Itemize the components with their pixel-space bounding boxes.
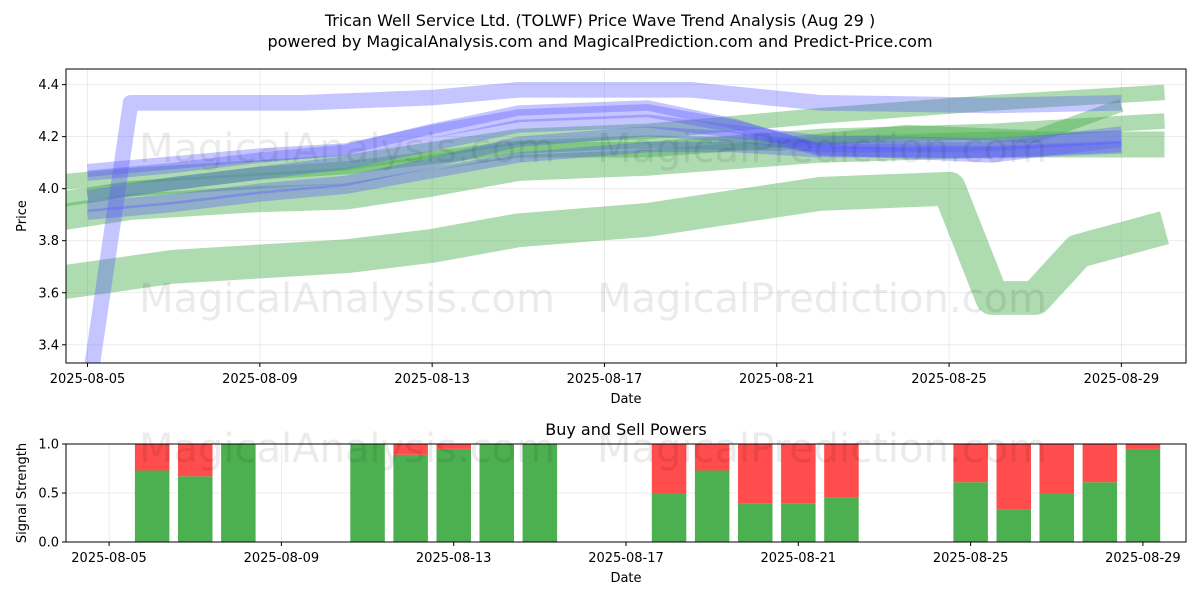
price-ytick-label-1: 3.6 xyxy=(38,286,59,301)
signal-ytick-label-0: 0.0 xyxy=(38,536,59,551)
signal-panel: Buy and Sell Powers MagicalAnalysis.com … xyxy=(15,420,1187,586)
sell-bar-15 xyxy=(1039,444,1074,493)
chart-title: Trican Well Service Ltd. (TOLWF) Price W… xyxy=(324,11,875,30)
buy-bar-6 xyxy=(479,444,514,542)
signal-xtick-label-0: 2025-08-05 xyxy=(71,551,147,566)
buy-bar-11 xyxy=(781,503,816,542)
sell-bar-0 xyxy=(134,444,170,471)
sell-bar-5 xyxy=(436,444,471,449)
green-wave-band-0 xyxy=(66,171,1169,315)
watermark-prediction-top: MagicalPrediction.com xyxy=(597,126,1047,172)
buy-bar-7 xyxy=(522,444,558,542)
buy-bar-2 xyxy=(221,444,256,542)
buy-bar-10 xyxy=(738,503,773,542)
signal-ylabel: Signal Strength xyxy=(15,443,30,543)
price-xtick-label-1: 2025-08-09 xyxy=(222,372,298,387)
buy-bar-5 xyxy=(436,448,471,542)
buy-bar-16 xyxy=(1082,482,1118,542)
price-grid xyxy=(66,69,1186,363)
price-xtick-label-0: 2025-08-05 xyxy=(50,372,126,387)
price-xtick-label-4: 2025-08-21 xyxy=(739,372,815,387)
signal-xlabel: Date xyxy=(610,571,641,586)
chart-subtitle: powered by MagicalAnalysis.com and Magic… xyxy=(267,32,932,51)
buy-bar-9 xyxy=(694,470,730,542)
buy-bar-3 xyxy=(350,444,385,542)
signal-xtick-label-6: 2025-08-29 xyxy=(1105,551,1181,566)
sell-bar-13 xyxy=(953,444,988,483)
blue-wave-band-4 xyxy=(87,126,1123,213)
buy-bar-14 xyxy=(996,509,1031,542)
buy-bar-8 xyxy=(651,493,687,542)
signal-xtick-label-1: 2025-08-09 xyxy=(244,551,320,566)
green-wave-band-1 xyxy=(66,131,1165,230)
buy-bar-17 xyxy=(1125,448,1161,542)
price-xtick-label-2: 2025-08-13 xyxy=(394,372,470,387)
sell-bar-16 xyxy=(1082,444,1118,483)
watermark-analysis-top: MagicalAnalysis.com xyxy=(139,126,555,172)
blue-wave-band-1 xyxy=(86,104,1122,177)
price-xtick-label-5: 2025-08-25 xyxy=(911,372,987,387)
buy-bar-4 xyxy=(393,454,428,542)
price-ytick-label-4: 4.2 xyxy=(38,130,59,145)
sell-bar-14 xyxy=(996,444,1031,510)
buy-bar-0 xyxy=(134,470,170,542)
sell-bar-4 xyxy=(393,444,428,455)
green-wave-band-4 xyxy=(86,99,1124,201)
price-ytick-label-3: 4.0 xyxy=(38,182,59,197)
price-ytick-label-2: 3.8 xyxy=(38,234,59,249)
buy-bar-13 xyxy=(953,482,988,542)
blue-wave-band-0 xyxy=(84,82,1122,363)
sell-bar-8 xyxy=(651,444,687,493)
price-panel: MagicalAnalysis.com MagicalPrediction.co… xyxy=(15,68,1187,407)
buy-bar-1 xyxy=(178,476,213,542)
blue-wave-band-5 xyxy=(87,141,1122,220)
price-xtick-label-6: 2025-08-29 xyxy=(1084,372,1160,387)
signal-xtick-label-5: 2025-08-25 xyxy=(933,551,1009,566)
blue-wave-band-3 xyxy=(86,114,1122,203)
price-ylabel: Price xyxy=(15,200,30,232)
price-ytick-label-5: 4.4 xyxy=(38,78,59,93)
signal-title: Buy and Sell Powers xyxy=(545,420,707,439)
watermark-prediction-top-2: MagicalPrediction.com xyxy=(597,276,1047,322)
buy-bar-15 xyxy=(1039,493,1074,542)
blue-wave-band-2 xyxy=(87,100,1123,181)
sell-bar-17 xyxy=(1125,444,1161,449)
price-bands xyxy=(66,82,1169,363)
watermark-prediction-bottom: MagicalPrediction.com xyxy=(597,426,1047,472)
price-axis-ticks: 3.4 3.6 3.8 4.0 4.2 4.4 2025-08-05 2025-08-09 20… xyxy=(38,78,1159,387)
signal-ytick-label-2: 1.0 xyxy=(38,438,59,453)
signal-bars xyxy=(134,444,1161,542)
buy-bar-12 xyxy=(824,497,859,542)
watermark-analysis-bottom: MagicalAnalysis.com xyxy=(139,426,555,472)
sell-bar-11 xyxy=(781,444,816,504)
watermark-analysis-top-2: MagicalAnalysis.com xyxy=(139,276,555,322)
price-ytick-label-0: 3.4 xyxy=(38,338,59,353)
green-wave-band-3 xyxy=(66,84,1165,190)
sell-bar-10 xyxy=(738,444,773,504)
green-wave-band-2 xyxy=(66,113,1165,207)
signal-xtick-label-4: 2025-08-21 xyxy=(761,551,837,566)
sell-bar-12 xyxy=(824,444,859,498)
signal-ytick-label-1: 0.5 xyxy=(38,487,59,502)
price-xlabel: Date xyxy=(610,392,641,407)
signal-xtick-label-3: 2025-08-17 xyxy=(588,551,664,566)
signal-xtick-label-2: 2025-08-13 xyxy=(416,551,492,566)
sell-bar-1 xyxy=(178,444,213,477)
sell-bar-9 xyxy=(694,444,730,471)
price-plot-frame xyxy=(65,68,1187,364)
price-xtick-label-3: 2025-08-17 xyxy=(567,372,643,387)
signal-axis-ticks: 0.0 0.5 1.0 2025-08-05 2025-08-09 2025-08-13 2… xyxy=(38,438,1180,567)
